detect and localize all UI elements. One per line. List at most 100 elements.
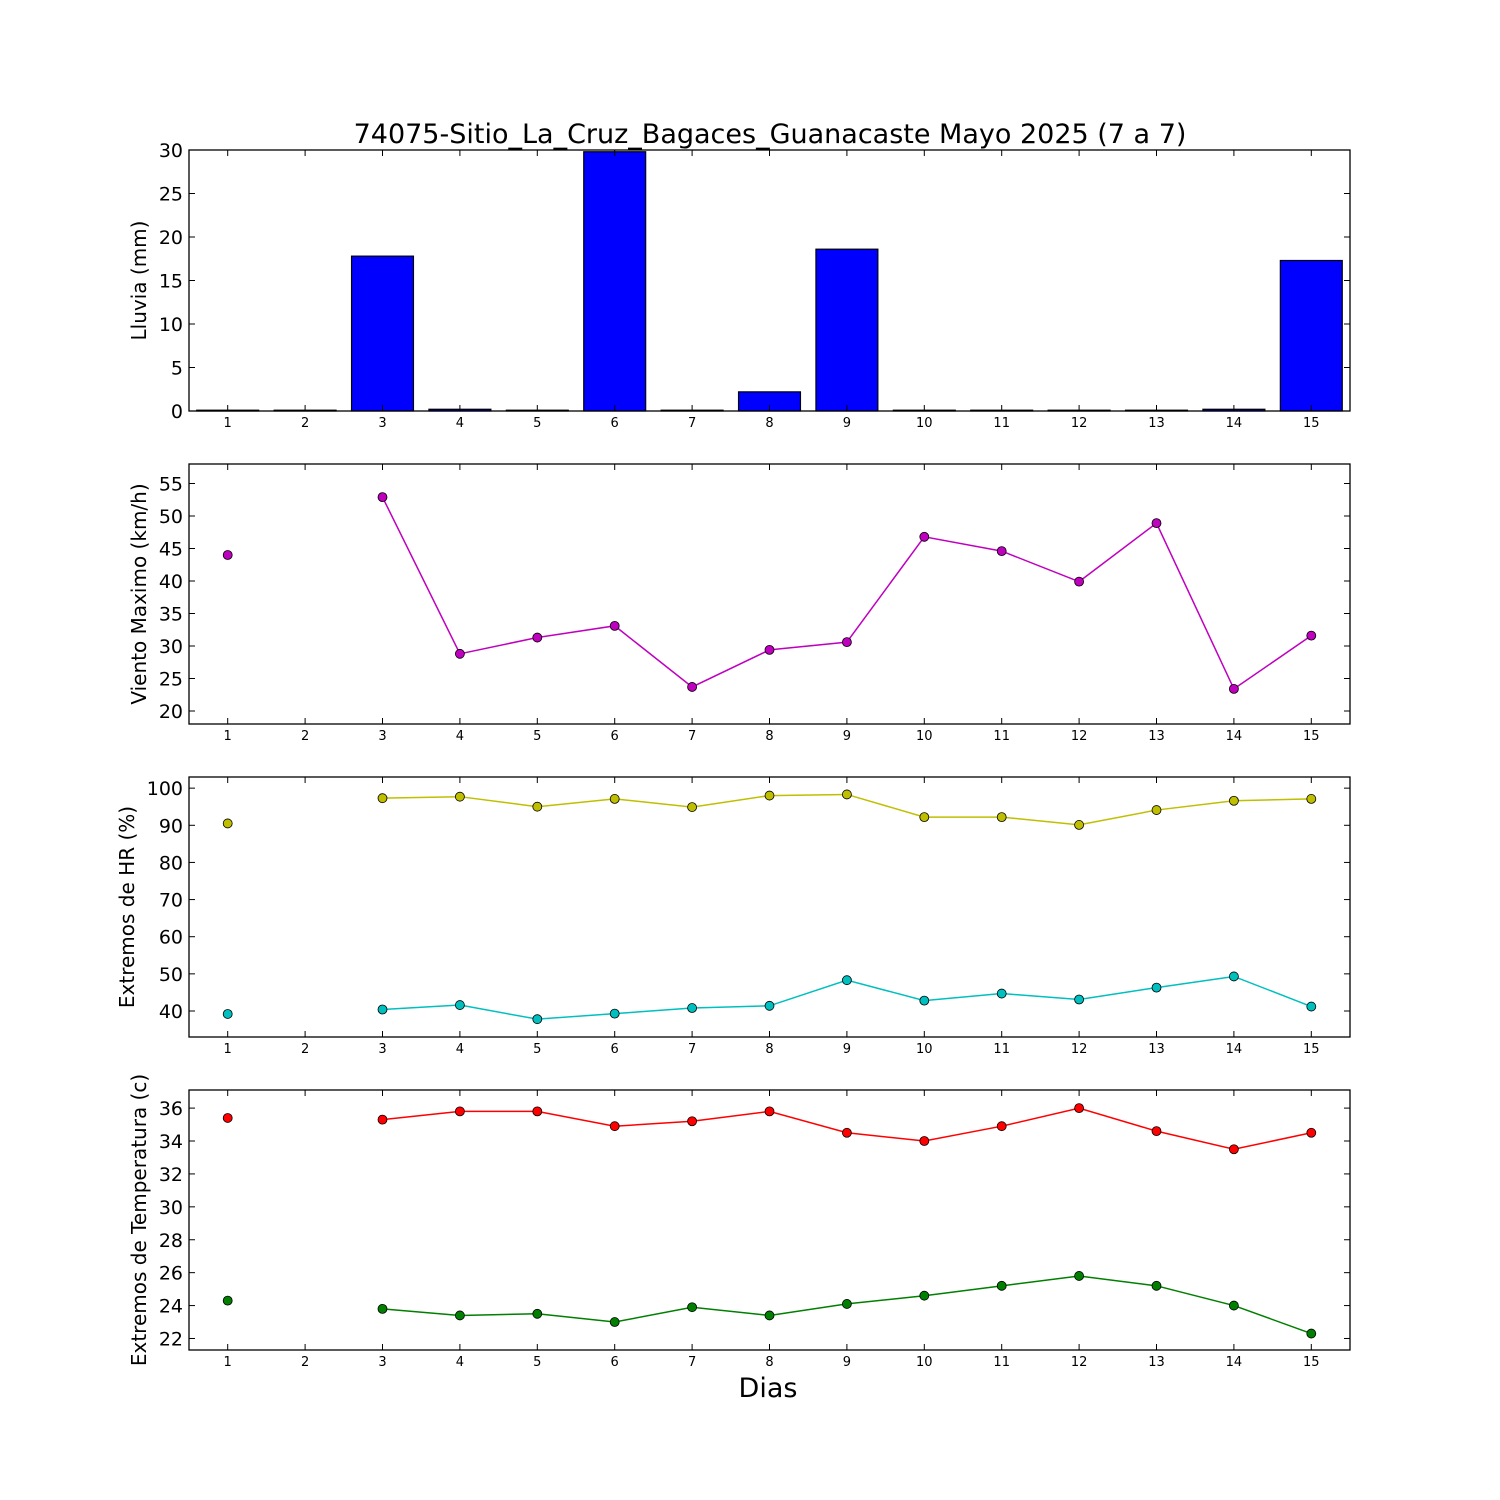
y-tick-label-lluvia-30: 30 — [159, 140, 183, 162]
point-hr-1-day-9 — [842, 789, 852, 800]
y-tick-label-hr-70: 70 — [159, 890, 183, 912]
x-tick-label-temp-5: 5 — [533, 1355, 541, 1370]
x-tick-label-lluvia-5: 5 — [533, 416, 541, 431]
y-tick-label-lluvia-20: 20 — [159, 227, 183, 249]
point-viento-1-day-4 — [454, 648, 465, 659]
point-hr-1-day-5 — [532, 801, 543, 812]
x-tick-label-hr-15: 15 — [1303, 1042, 1320, 1057]
point-viento-1-day-10 — [919, 531, 930, 542]
point-temp-1-day-6 — [609, 1121, 620, 1132]
x-tick-label-viento-10: 10 — [916, 729, 933, 744]
point-temp-1-day-14 — [1229, 1144, 1239, 1155]
x-tick-label-viento-6: 6 — [611, 729, 619, 744]
point-viento-1-day-11 — [996, 546, 1007, 556]
point-temp-1-day-15 — [1306, 1127, 1317, 1138]
point-temp-2-day-8 — [764, 1310, 775, 1321]
point-temp-2-day-5 — [532, 1308, 543, 1319]
x-tick-label-temp-9: 9 — [843, 1355, 851, 1370]
y-axis-label-hr: Extremos de HR (%) — [115, 806, 139, 1008]
x-tick-label-hr-9: 9 — [843, 1042, 851, 1057]
point-viento-1-day-9 — [842, 637, 852, 647]
point-hr-2-day-13 — [1151, 982, 1162, 993]
x-tick-label-temp-1: 1 — [224, 1355, 232, 1370]
point-hr-2-day-10 — [919, 995, 930, 1006]
point-viento-1-day-7 — [687, 682, 697, 692]
point-hr-2-day-3 — [377, 1004, 388, 1015]
point-viento-1-day-13 — [1151, 518, 1162, 529]
x-tick-label-lluvia-7: 7 — [688, 416, 696, 431]
x-tick-label-temp-8: 8 — [765, 1355, 773, 1370]
point-hr-2-day-15 — [1306, 1001, 1317, 1012]
x-tick-label-viento-4: 4 — [456, 729, 464, 744]
x-tick-label-temp-14: 14 — [1226, 1355, 1243, 1370]
x-tick-label-hr-10: 10 — [916, 1042, 933, 1057]
x-tick-label-lluvia-6: 6 — [611, 416, 619, 431]
point-temp-2-day-12 — [1074, 1271, 1084, 1281]
y-axis-label-viento: Viento Maximo (km/h) — [127, 483, 151, 704]
x-tick-label-viento-15: 15 — [1303, 729, 1320, 744]
point-temp-2-day-15 — [1306, 1328, 1317, 1339]
point-temp-1-day-10 — [919, 1136, 930, 1146]
x-tick-label-lluvia-1: 1 — [224, 416, 232, 431]
y-tick-label-lluvia-10: 10 — [159, 314, 183, 336]
point-hr-1-day-1 — [222, 818, 233, 829]
point-temp-1-day-8 — [764, 1106, 775, 1117]
x-tick-label-viento-9: 9 — [843, 729, 851, 744]
x-tick-label-temp-4: 4 — [456, 1355, 464, 1370]
point-hr-2-day-7 — [687, 1003, 697, 1013]
point-hr-2-day-14 — [1229, 971, 1239, 982]
x-tick-label-viento-5: 5 — [533, 729, 541, 744]
x-tick-label-lluvia-2: 2 — [301, 416, 309, 431]
x-tick-label-hr-3: 3 — [378, 1042, 386, 1057]
point-hr-1-day-12 — [1074, 820, 1084, 830]
point-viento-1-day-15 — [1306, 630, 1317, 641]
y-tick-label-temp-36: 36 — [159, 1098, 183, 1120]
point-hr-1-day-3 — [377, 793, 388, 804]
y-tick-label-hr-80: 80 — [159, 852, 183, 874]
point-temp-1-day-9 — [842, 1127, 852, 1138]
point-viento-1-day-14 — [1229, 684, 1239, 694]
point-viento-1-day-5 — [532, 632, 543, 643]
point-hr-2-day-1 — [222, 1009, 233, 1019]
point-temp-2-day-7 — [687, 1302, 697, 1313]
x-tick-label-viento-3: 3 — [378, 729, 386, 744]
point-hr-1-day-11 — [996, 812, 1007, 823]
x-tick-label-lluvia-12: 12 — [1071, 416, 1088, 431]
point-temp-2-day-9 — [842, 1299, 852, 1309]
y-axis-label-lluvia: Lluvia (mm) — [127, 221, 151, 341]
y-tick-label-temp-30: 30 — [159, 1197, 183, 1219]
x-tick-label-temp-10: 10 — [916, 1355, 933, 1370]
x-tick-label-temp-3: 3 — [378, 1355, 386, 1370]
y-tick-label-temp-32: 32 — [159, 1164, 183, 1186]
point-temp-2-day-10 — [919, 1290, 930, 1301]
point-hr-2-day-5 — [532, 1014, 543, 1025]
y-tick-label-lluvia-5: 5 — [171, 358, 183, 380]
x-tick-label-lluvia-15: 15 — [1303, 416, 1320, 431]
bar-day-3 — [350, 255, 415, 412]
x-tick-label-hr-13: 13 — [1148, 1042, 1165, 1057]
point-hr-2-day-9 — [842, 975, 852, 986]
x-tick-label-viento-11: 11 — [993, 729, 1010, 744]
x-tick-label-temp-13: 13 — [1148, 1355, 1165, 1370]
y-tick-label-temp-34: 34 — [159, 1131, 183, 1153]
y-axis-label-temp: Extremos de Temperatura (c) — [127, 1074, 151, 1366]
point-viento-1-day-3 — [377, 492, 388, 503]
x-tick-label-temp-12: 12 — [1071, 1355, 1088, 1370]
bar-day-15 — [1279, 259, 1343, 412]
y-tick-label-viento-40: 40 — [159, 571, 183, 593]
x-tick-label-temp-11: 11 — [993, 1355, 1010, 1370]
x-tick-label-lluvia-9: 9 — [843, 416, 851, 431]
x-tick-label-viento-8: 8 — [765, 729, 773, 744]
y-tick-label-viento-30: 30 — [159, 636, 183, 658]
x-tick-label-viento-1: 1 — [224, 729, 232, 744]
point-temp-2-day-11 — [996, 1280, 1007, 1291]
x-tick-label-hr-14: 14 — [1226, 1042, 1243, 1057]
x-tick-label-hr-12: 12 — [1071, 1042, 1088, 1057]
panel-lluvia: 1 2 3 4 5 6 7 8 9 10 11 12 13 14 15051015202530Lluvia … — [127, 140, 1351, 431]
x-tick-label-lluvia-4: 4 — [456, 416, 464, 431]
x-tick-label-temp-15: 15 — [1303, 1355, 1320, 1370]
y-tick-label-temp-28: 28 — [159, 1230, 183, 1252]
x-tick-label-hr-11: 11 — [993, 1042, 1010, 1057]
x-tick-label-hr-4: 4 — [456, 1042, 464, 1057]
